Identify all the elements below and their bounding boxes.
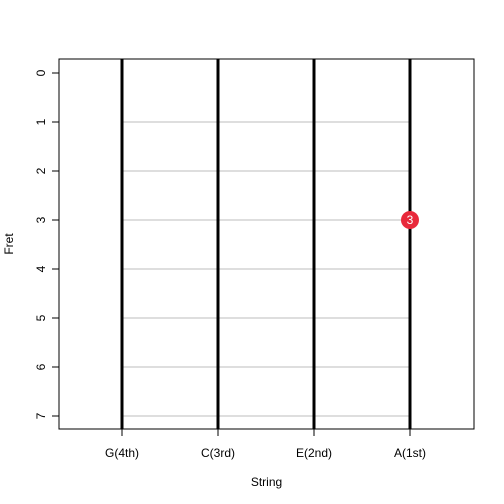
y-tick-label: 1 (34, 118, 48, 125)
y-tick-label: 3 (34, 216, 48, 223)
y-tick-label: 4 (34, 265, 48, 272)
fret-lines (122, 121, 410, 417)
y-axis: 0 1 2 3 4 5 6 7 (34, 69, 60, 419)
x-tick-label: C(3rd) (201, 446, 235, 460)
y-tick-label: 5 (34, 314, 48, 321)
x-axis: G(4th) C(3rd) E(2nd) A(1st) (105, 428, 426, 460)
y-tick-label: 7 (34, 412, 48, 419)
y-tick-label: 0 (34, 69, 48, 76)
string-lines (120, 59, 412, 429)
x-tick-label: A(1st) (394, 446, 426, 460)
x-axis-label: String (251, 475, 282, 489)
y-tick-label: 2 (34, 167, 48, 174)
markers: 3 (401, 211, 419, 229)
x-tick-label: G(4th) (105, 446, 139, 460)
y-axis-label: Fret (2, 233, 16, 255)
y-tick-label: 6 (34, 363, 48, 370)
finger-marker (401, 211, 419, 229)
x-tick-label: E(2nd) (296, 446, 332, 460)
finger-marker-label: 3 (407, 213, 414, 227)
